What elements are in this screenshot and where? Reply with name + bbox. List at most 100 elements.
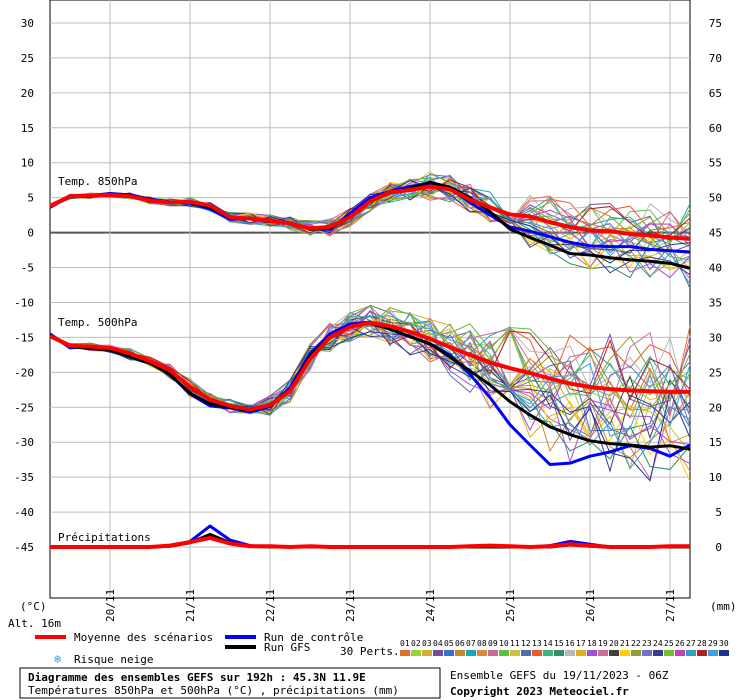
member-number-label: 27 [686, 639, 696, 648]
right-tick-label: 65 [709, 87, 722, 100]
member-number-label: 20 [609, 639, 619, 648]
member-number-label: 10 [499, 639, 509, 648]
right-tick-label: 50 [709, 192, 722, 205]
member-swatch [521, 650, 531, 656]
legend-snow-label: Risque neige [74, 653, 153, 666]
left-unit: (°C) [20, 600, 47, 613]
x-tick-label: 25/11 [504, 589, 517, 622]
title-box [19, 667, 441, 699]
member-number-label: 25 [664, 639, 674, 648]
altitude-label: Alt. 16m [8, 617, 61, 630]
member-swatch [642, 650, 652, 656]
grid [50, 0, 690, 598]
member-number-label: 18 [587, 639, 597, 648]
member-swatch [686, 650, 696, 656]
x-tick-label: 24/11 [424, 589, 437, 622]
left-tick-label: 0 [27, 227, 34, 240]
member-number-label: 12 [521, 639, 531, 648]
member-swatch [620, 650, 630, 656]
right-tick-label: 30 [709, 331, 722, 344]
member-number-label: 13 [532, 639, 542, 648]
series-line-t500 [49, 320, 690, 412]
member-line [49, 310, 691, 445]
member-swatch [664, 650, 674, 656]
label-precip: Précipitations [58, 531, 151, 544]
member-swatch [675, 650, 685, 656]
member-number-label: 21 [620, 639, 630, 648]
left-tick-label: -30 [14, 436, 34, 449]
member-swatch [466, 650, 476, 656]
member-swatch [609, 650, 619, 656]
member-number-label: 30 [719, 639, 729, 648]
right-tick-label: 10 [709, 471, 722, 484]
member-swatch [444, 650, 454, 656]
member-number-label: 02 [411, 639, 421, 648]
right-tick-label: 75 [709, 17, 722, 30]
run-info: Ensemble GEFS du 19/11/2023 - 06Z [450, 669, 669, 682]
right-tick-label: 0 [715, 541, 722, 554]
member-swatch [499, 650, 509, 656]
member-number-label: 06 [455, 639, 465, 648]
member-swatch [565, 650, 575, 656]
left-tick-label: -5 [21, 262, 34, 275]
member-number-label: 24 [653, 639, 663, 648]
member-number-label: 26 [675, 639, 685, 648]
member-swatch [400, 650, 410, 656]
member-swatch [411, 650, 421, 656]
member-swatch [576, 650, 586, 656]
member-number-label: 03 [422, 639, 432, 648]
label-t850: Temp. 850hPa [58, 175, 137, 188]
x-tick-label: 27/11 [664, 589, 677, 622]
member-swatch [510, 650, 520, 656]
x-tick-label: 20/11 [104, 589, 117, 622]
member-number-label: 23 [642, 639, 652, 648]
member-number-label: 05 [444, 639, 454, 648]
member-swatch [532, 650, 542, 656]
chart-subtitle: Températures 850hPa et 500hPa (°C) , pré… [28, 684, 399, 697]
member-swatch [598, 650, 608, 656]
member-swatch [422, 650, 432, 656]
member-swatch [477, 650, 487, 656]
right-tick-label: 25 [709, 366, 722, 379]
member-swatch [631, 650, 641, 656]
legend-perts-label: 30 Perts. [340, 645, 400, 658]
right-tick-label: 15 [709, 436, 722, 449]
member-number-label: 15 [554, 639, 564, 648]
member-number-label: 28 [697, 639, 707, 648]
series-line-precip [50, 535, 690, 549]
member-number-label: 19 [598, 639, 608, 648]
left-tick-label: -45 [14, 541, 34, 554]
right-tick-label: 40 [709, 262, 722, 275]
member-line [49, 314, 691, 410]
left-tick-label: 10 [21, 157, 34, 170]
left-tick-label: 15 [21, 122, 34, 135]
left-tick-label: -25 [14, 401, 34, 414]
member-number-label: 04 [433, 639, 443, 648]
right-tick-label: 35 [709, 296, 722, 309]
member-number-label: 22 [631, 639, 641, 648]
member-number-label: 16 [565, 639, 575, 648]
right-unit: (mm) [710, 600, 737, 613]
right-tick-label: 60 [709, 122, 722, 135]
member-number-label: 07 [466, 639, 476, 648]
left-tick-label: 20 [21, 87, 34, 100]
member-swatch [697, 650, 707, 656]
x-tick-label: 26/11 [584, 589, 597, 622]
member-swatch [653, 650, 663, 656]
plot-area [49, 0, 691, 599]
member-number-label: 09 [488, 639, 498, 648]
right-tick-label: 55 [709, 157, 722, 170]
snowflake-icon: ❄ [54, 652, 61, 666]
member-swatch [488, 650, 498, 656]
member-swatch [554, 650, 564, 656]
member-swatch [587, 650, 597, 656]
main-series [49, 180, 691, 549]
left-tick-label: -15 [14, 331, 34, 344]
left-tick-label: -10 [14, 296, 34, 309]
legend-mean-label: Moyenne des scénarios [74, 631, 213, 644]
copyright: Copyright 2023 Meteociel.fr [450, 685, 629, 698]
member-number-label: 08 [477, 639, 487, 648]
right-tick-label: 45 [709, 227, 722, 240]
